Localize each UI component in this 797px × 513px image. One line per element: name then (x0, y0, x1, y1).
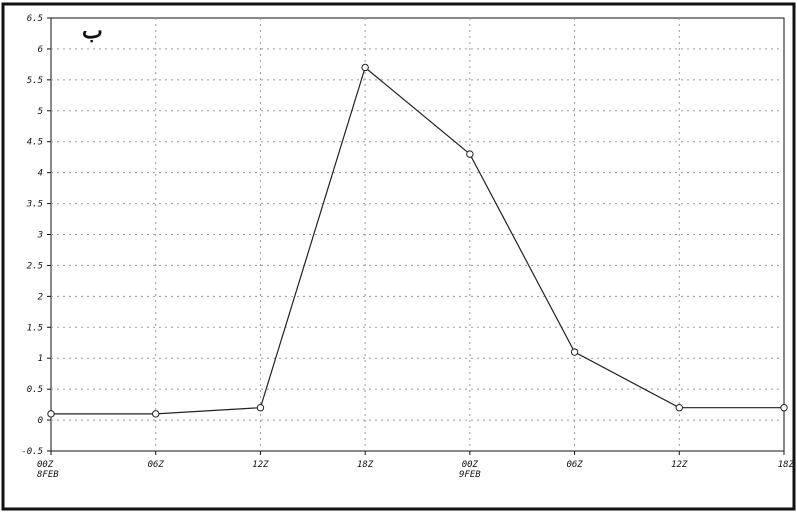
y-tick-label: -0.5 (21, 447, 43, 457)
y-axis-ticks: -0.5 0 0.5 1 1.5 2 2.5 3 3.5 4 4.5 5 5.5 6 6.5 (21, 14, 51, 457)
panel-marker-label: ب (82, 18, 103, 44)
y-tick-label: 4 (38, 169, 43, 179)
y-tick-label: 4.5 (27, 138, 43, 148)
x-tick-label: 18Z (778, 460, 795, 470)
y-tick-label: 0.5 (27, 385, 43, 395)
y-tick-label: 2.5 (27, 261, 43, 271)
data-point (47, 410, 55, 418)
x-tick-label: 00Z (462, 460, 479, 470)
x-tick-sublabel: 8FEB (37, 470, 59, 480)
x-tick-label: 06Z (566, 460, 583, 470)
y-tick-label: 3.5 (26, 200, 43, 210)
plot-area (50, 17, 785, 452)
x-tick-label: 12Z (252, 460, 269, 470)
data-point (675, 404, 683, 412)
x-tick-label: 00Z (37, 460, 54, 470)
series (47, 63, 788, 418)
data-point (780, 404, 788, 412)
y-tick-label: 6 (38, 45, 43, 55)
data-point (256, 404, 265, 412)
data-point (570, 348, 579, 356)
data-point (466, 150, 474, 158)
data-point (361, 63, 369, 72)
x-tick-label: 18Z (357, 460, 374, 470)
x-tick-sublabel: 9FEB (459, 470, 481, 480)
x-tick-label: 06Z (148, 460, 165, 470)
y-tick-label: 2 (38, 292, 43, 302)
y-tick-label: 1.5 (27, 323, 43, 333)
y-tick-label: 5 (38, 107, 43, 117)
data-point (152, 410, 160, 418)
y-tick-label: 1 (38, 354, 43, 364)
grid-lines (51, 18, 784, 451)
y-tick-label: 3 (37, 231, 43, 241)
y-tick-label: 6.5 (27, 14, 43, 24)
x-tick-label: 12Z (671, 460, 688, 470)
series-line (51, 66, 784, 415)
y-tick-label: 0 (38, 416, 43, 426)
y-tick-label: 5.5 (27, 76, 43, 86)
